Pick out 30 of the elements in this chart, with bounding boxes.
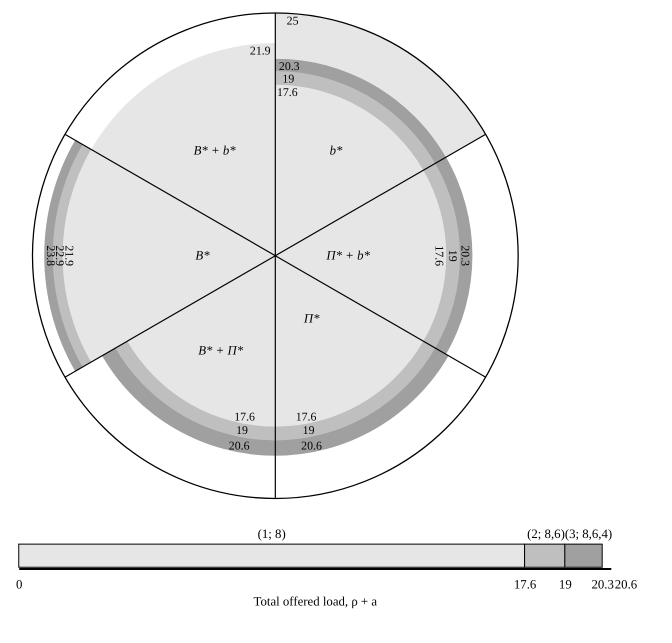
data-label: 25 — [286, 13, 299, 28]
data-label: 20.3 — [278, 58, 300, 73]
data-label: 19 — [446, 250, 460, 262]
x-tick-label: 20.3 — [591, 578, 614, 592]
data-label: 20.6 — [301, 438, 322, 452]
x-axis-title: Total offered load, ρ + a — [254, 594, 378, 609]
data-label: 20.3 — [458, 245, 473, 266]
category-label: Π* — [302, 312, 320, 326]
category-label: b* — [330, 144, 343, 158]
data-label: 19 — [302, 423, 315, 438]
data-label: 20.6 — [228, 438, 250, 452]
x-tick-label: 19 — [558, 578, 572, 592]
x-tick-label: 17.6 — [514, 578, 537, 592]
data-label: 19 — [236, 423, 248, 438]
data-label: 17.6 — [432, 245, 446, 266]
category-label: Π* + b* — [325, 248, 370, 263]
data-label: 17.6 — [276, 85, 298, 100]
text: 20.6 — [614, 577, 638, 592]
x-tick-label: 0 — [16, 578, 22, 592]
series-label: (3; 8,6,4) — [564, 526, 612, 541]
series-label: (1; 8) — [258, 526, 286, 541]
category-label: B* — [195, 248, 210, 263]
category-label: B* + Π* — [198, 343, 244, 358]
series-label: (2; 8,6) — [527, 526, 565, 541]
data-label: 21.9 — [250, 43, 271, 58]
data-label: 21.9 — [62, 245, 77, 266]
data-label: 17.6 — [296, 410, 316, 424]
category-label: B* + b* — [194, 144, 236, 158]
data-label: 17.6 — [234, 410, 256, 424]
data-label: 19 — [282, 72, 294, 86]
